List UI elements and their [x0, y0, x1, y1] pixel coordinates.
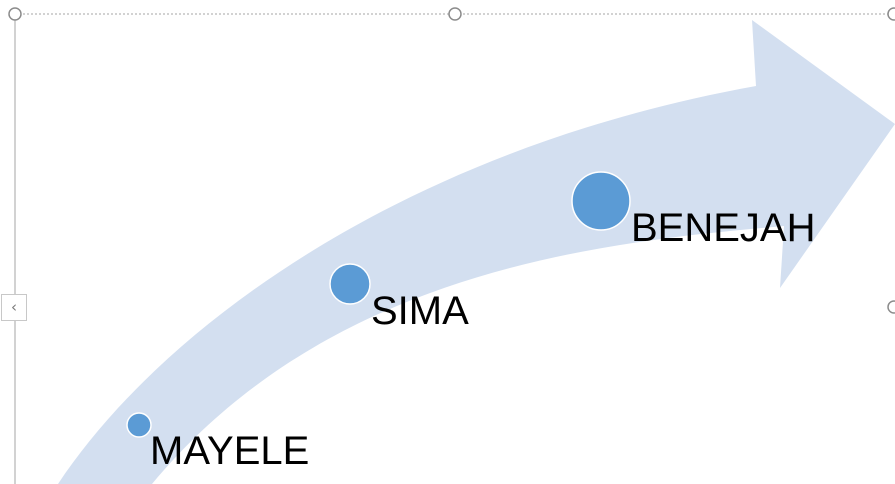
milestone-dot-mayele[interactable] [126, 412, 152, 438]
resize-handle-middle-right[interactable] [887, 300, 895, 314]
milestone-label-sima[interactable]: SIMA [371, 289, 469, 333]
milestone-dot-benejah[interactable] [571, 171, 631, 231]
milestone-label-mayele[interactable]: MAYELE [150, 429, 309, 473]
milestone-label-benejah[interactable]: BENEJAH [631, 206, 816, 250]
resize-handle-top-left[interactable] [8, 7, 22, 21]
chevron-left-icon: ‹ [11, 298, 17, 316]
text-pane-toggle-button[interactable]: ‹ [1, 294, 27, 321]
resize-handle-top-right[interactable] [887, 7, 895, 21]
milestone-dot-sima[interactable] [329, 263, 371, 305]
upward-arrow-shape[interactable] [58, 20, 895, 484]
resize-handle-top-middle[interactable] [448, 7, 462, 21]
